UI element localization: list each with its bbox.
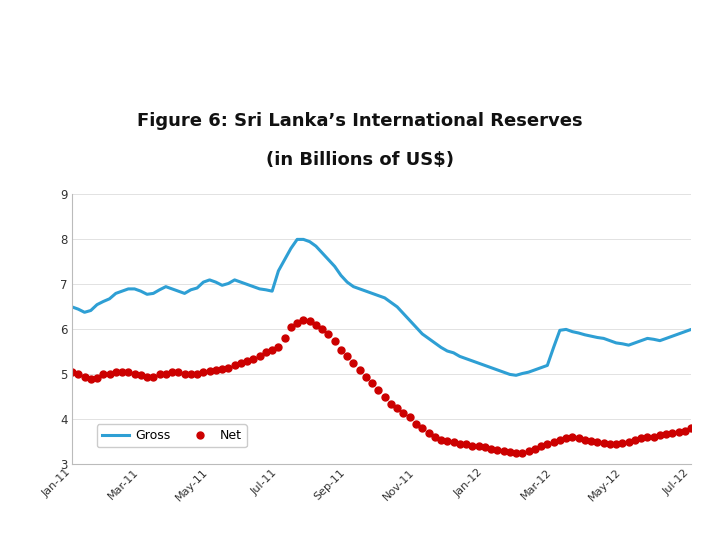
Text: 30: 30 <box>614 507 639 525</box>
Text: Figure 6: Sri Lanka’s International Reserves: Figure 6: Sri Lanka’s International Rese… <box>138 112 582 130</box>
Legend: Gross, Net: Gross, Net <box>96 424 246 447</box>
Text: (in Billions of US$): (in Billions of US$) <box>266 151 454 169</box>
